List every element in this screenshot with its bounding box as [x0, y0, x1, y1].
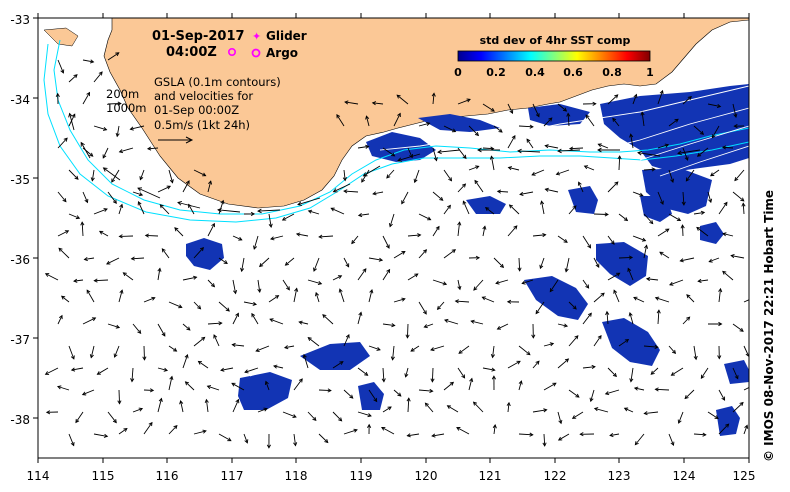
argo-circle-icon	[251, 48, 261, 58]
shelf-contour-200m	[53, 39, 749, 215]
glider-star-icon: ✦	[252, 30, 261, 43]
shelf-contour-1000m	[43, 43, 749, 223]
x-tick-label: 120	[415, 469, 438, 483]
argo-float-marker	[228, 47, 237, 56]
y-tick-label: -34	[10, 93, 30, 107]
x-tick-label: 122	[544, 469, 567, 483]
colorbar-title: std dev of 4hr SST comp	[480, 34, 631, 47]
x-tick-label: 123	[608, 469, 631, 483]
plot-frame	[37, 17, 750, 459]
x-tick-label: 116	[156, 469, 179, 483]
x-tick-label: 114	[27, 469, 50, 483]
x-tick-label: 119	[350, 469, 373, 483]
map-date: 01-Sep-2017	[152, 29, 245, 44]
island	[43, 27, 79, 47]
x-axis-labels: 114 115 116 117 118 119 120 121 122 123 …	[27, 469, 756, 483]
scale-arrow	[158, 136, 194, 144]
colorbar: std dev of 4hr SST comp 0 0.2 0.4 0.6 0.…	[454, 34, 654, 79]
y-tick-label: -35	[10, 173, 30, 187]
colorbar-tick: 1	[646, 66, 654, 79]
x-tick-label: 125	[733, 469, 756, 483]
colorbar-tick: 0.4	[525, 66, 545, 79]
y-tick-label: -36	[10, 253, 30, 267]
gsla-contours	[249, 85, 749, 377]
x-tick-label: 115	[92, 469, 115, 483]
imos-credit: © IMOS 08-Nov-2017 22:21 Hobart Time	[762, 189, 776, 462]
colorbar-gradient	[457, 50, 651, 62]
glider-legend: ✦ Glider	[252, 29, 307, 43]
gsla-note-line3: 01-Sep 00:00Z	[154, 103, 239, 117]
land-mass	[103, 18, 749, 209]
colorbar-tick: 0	[454, 66, 462, 79]
argo-legend: Argo	[251, 46, 298, 60]
x-tick-label: 117	[221, 469, 244, 483]
map-time: 04:00Z	[166, 45, 217, 60]
y-tick-label: -38	[10, 413, 30, 427]
y-tick-label: -37	[10, 333, 30, 347]
contour-200m-label: 200m	[106, 87, 139, 101]
x-tick-label: 124	[673, 469, 696, 483]
y-tick-label: -33	[10, 13, 30, 27]
y-axis-labels: -33 -34 -35 -36 -37 -38	[10, 13, 30, 427]
scale-label: 0.5m/s (1kt 24h)	[154, 118, 250, 132]
argo-label: Argo	[266, 46, 298, 60]
velocity-arrows	[44, 52, 749, 449]
axis-ticks	[33, 13, 750, 463]
colorbar-tick: 0.6	[563, 66, 583, 79]
glider-label: Glider	[266, 29, 307, 43]
colorbar-tick: 0.2	[486, 66, 506, 79]
gsla-note-line2: and velocities for	[154, 89, 253, 103]
gsla-note-line1: GSLA (0.1m contours)	[154, 75, 281, 89]
x-tick-label: 118	[285, 469, 308, 483]
contour-1000m-label: 1000m	[106, 101, 146, 115]
colorbar-tick: 0.8	[602, 66, 622, 79]
x-tick-label: 121	[479, 469, 502, 483]
